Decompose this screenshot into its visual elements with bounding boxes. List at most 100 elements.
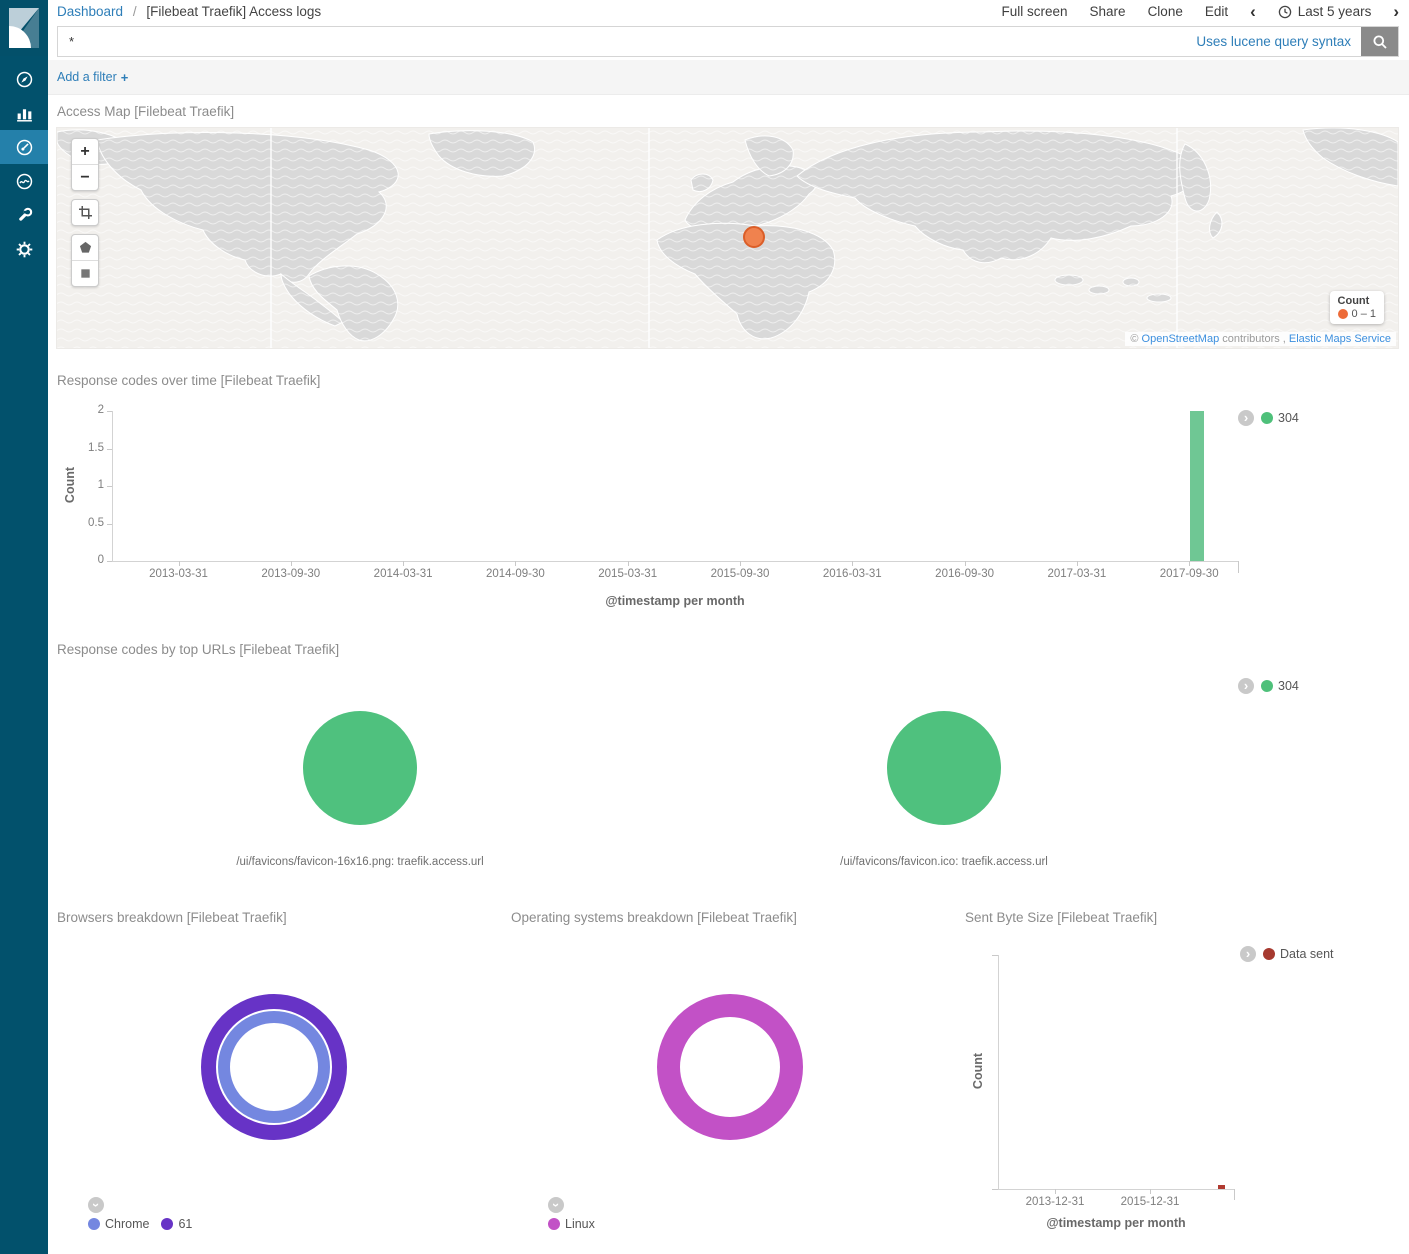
tiny-bar-data-sent[interactable] (1218, 1185, 1225, 1189)
pie-favicon-16x16[interactable] (303, 711, 417, 825)
y-axis-title: Count (63, 466, 77, 504)
legend-label: Linux (565, 1217, 595, 1231)
panel-title-access-map[interactable]: Access Map [Filebeat Traefik] (57, 104, 235, 119)
map-zoom-out-button[interactable]: − (72, 164, 98, 190)
x-tick (515, 561, 517, 566)
pie-caption: /ui/favicons/favicon.ico: traefik.access… (840, 856, 1048, 868)
x-tick (178, 561, 180, 566)
clone-button[interactable]: Clone (1147, 4, 1183, 19)
x-axis-title: @timestamp per month (1046, 1216, 1186, 1230)
x-tick-label: 2015-09-30 (710, 568, 770, 580)
time-picker[interactable]: Last 5 years (1278, 4, 1371, 19)
panel-title-os[interactable]: Operating systems breakdown [Filebeat Tr… (511, 910, 797, 925)
y-axis-bottom-tick (992, 1189, 998, 1190)
legend-collapse-icon[interactable]: › (548, 1197, 565, 1213)
query-input[interactable] (58, 33, 1197, 50)
add-filter-link[interactable]: Add a filter (57, 70, 117, 84)
map-zoom-in-button[interactable]: + (80, 142, 90, 160)
legend-item-linux[interactable]: Linux (548, 1217, 595, 1231)
x-tick-label: 2017-03-31 (1047, 568, 1107, 580)
legend-items: Data sent (1263, 947, 1334, 961)
legend-item-chrome[interactable]: Chrome (88, 1217, 149, 1231)
legend-color-dot (1263, 948, 1275, 960)
openstreetmap-link[interactable]: OpenStreetMap (1141, 333, 1220, 345)
legend-item-61[interactable]: 61 (161, 1217, 192, 1231)
sidebar-item-dashboard[interactable] (0, 130, 48, 164)
os-donut-ring[interactable] (657, 994, 803, 1140)
breadcrumb-dashboard-link[interactable]: Dashboard (57, 4, 124, 19)
breadcrumb-current: [Filebeat Traefik] Access logs (146, 4, 322, 19)
legend-item-304[interactable]: 304 (1261, 411, 1299, 425)
map-draw-rectangle-button[interactable] (72, 260, 98, 286)
x-tick (740, 561, 741, 566)
legend-items: Linux (548, 1217, 595, 1231)
kibana-logo[interactable] (0, 0, 48, 56)
map-legend: Count 0 – 1 (1329, 291, 1384, 324)
edit-button[interactable]: Edit (1204, 4, 1229, 19)
timelion-icon (16, 173, 32, 189)
crop-icon (78, 206, 92, 219)
panel-title-browsers[interactable]: Browsers breakdown [Filebeat Traefik] (57, 910, 287, 925)
browsers-donut-inner-ring[interactable] (218, 1011, 330, 1123)
os-legend: › Linux (548, 1197, 595, 1231)
share-button[interactable]: Share (1089, 4, 1126, 19)
geo-point-marker[interactable] (743, 226, 765, 248)
search-button[interactable] (1361, 27, 1398, 56)
legend-collapse-icon[interactable]: › (1238, 410, 1254, 426)
x-tick-label: 2015-12-31 (1120, 1196, 1180, 1208)
legend-label: Data sent (1280, 947, 1334, 961)
sidebar-item-visualize[interactable] (0, 96, 48, 130)
legend-collapse-icon[interactable]: › (1238, 678, 1254, 694)
pie-favicon-ico[interactable] (887, 711, 1001, 825)
x-tick-label: 2013-09-30 (261, 568, 321, 580)
header-actions: Full screen Share Clone Edit ‹ Last 5 ye… (1002, 3, 1400, 20)
y-tick-label: 0 (97, 554, 104, 566)
legend-collapse-icon[interactable]: › (88, 1197, 105, 1213)
rectangle-icon (80, 269, 90, 278)
map-fit-data-button[interactable] (72, 200, 98, 225)
breadcrumb-separator: / (132, 4, 137, 19)
legend-item-data-sent[interactable]: Data sent (1263, 947, 1334, 961)
full-screen-button[interactable]: Full screen (1001, 4, 1068, 19)
bar-304[interactable] (1190, 411, 1205, 561)
elastic-maps-link[interactable]: Elastic Maps Service (1288, 333, 1391, 345)
x-tick-label: 2015-03-31 (598, 568, 658, 580)
map-legend-dot (1337, 309, 1348, 319)
top-urls-legend: › 304 (1238, 678, 1299, 694)
sidebar-item-discover[interactable] (0, 62, 48, 96)
gear-icon (16, 241, 32, 257)
search-icon (1373, 35, 1387, 49)
time-forward-button[interactable]: › (1393, 2, 1399, 21)
legend-items: 304 (1261, 411, 1299, 425)
main-content: Dashboard / [Filebeat Traefik] Access lo… (48, 0, 1409, 1254)
bar-chart-icon (16, 108, 32, 122)
panel-title-top-urls[interactable]: Response codes by top URLs [Filebeat Tra… (57, 642, 340, 657)
x-tick (1055, 1189, 1056, 1194)
x-tick (290, 561, 292, 566)
access-map[interactable]: + − (56, 127, 1399, 349)
add-filter-plus-icon[interactable]: + (120, 69, 129, 85)
time-back-button[interactable]: ‹ (1250, 2, 1256, 21)
y-tick (107, 411, 112, 412)
x-tick-label: 2013-12-31 (1025, 1196, 1085, 1208)
app-sidebar (0, 0, 48, 1254)
map-draw-polygon-button[interactable] (72, 235, 98, 260)
y-tick (107, 523, 112, 525)
sidebar-item-dev-tools[interactable] (0, 198, 48, 232)
sidebar-item-timelion[interactable] (0, 164, 48, 198)
x-tick-label: 2013-03-31 (149, 568, 208, 580)
x-axis-title: @timestamp per month (605, 594, 745, 608)
x-tick (1189, 561, 1191, 566)
legend-collapse-icon[interactable]: › (1240, 946, 1256, 962)
x-tick (403, 561, 405, 566)
top-bar: Dashboard / [Filebeat Traefik] Access lo… (48, 0, 1409, 26)
panel-title-response-over-time[interactable]: Response codes over time [Filebeat Traef… (57, 373, 321, 388)
sidebar-item-management[interactable] (0, 232, 48, 266)
query-input-wrapper: Uses lucene query syntax (57, 26, 1399, 57)
legend-label: 304 (1278, 679, 1299, 693)
legend-item-304[interactable]: 304 (1261, 679, 1299, 693)
panel-title-sent-bytes[interactable]: Sent Byte Size [Filebeat Traefik] (965, 910, 1158, 925)
x-axis-end-tick (1234, 1189, 1235, 1200)
y-tick-label: 0.5 (88, 516, 104, 529)
lucene-syntax-link[interactable]: Uses lucene query syntax (1196, 34, 1351, 49)
